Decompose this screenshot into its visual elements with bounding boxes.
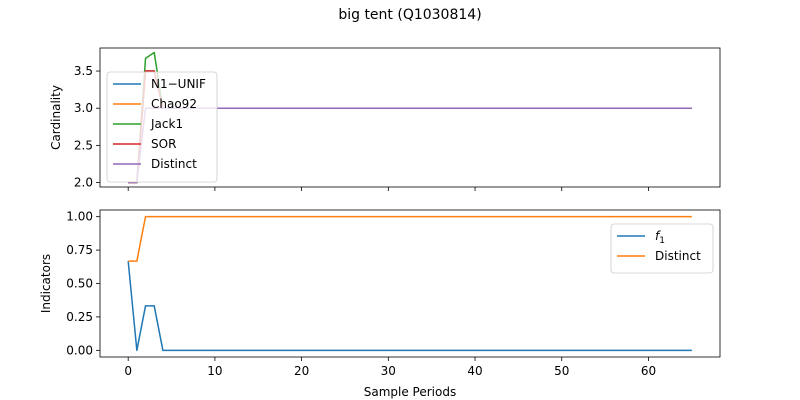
legend-label-1-1: Distinct <box>655 249 701 263</box>
y-tick-label-1-0: 0.00 <box>66 343 93 357</box>
series-line-1-1 <box>128 215 692 262</box>
y-tick-label-1-1: 0.25 <box>66 310 93 324</box>
x-tick-label-1-1: 10 <box>207 364 222 378</box>
x-tick-label-1-3: 30 <box>381 364 396 378</box>
legend-label-0-1: Chao92 <box>151 97 197 111</box>
y-tick-label-1-4: 1.00 <box>66 210 93 224</box>
legend-label-0-4: Distinct <box>151 157 197 171</box>
y-tick-label-0-2: 3.0 <box>74 101 93 115</box>
legend-label-0-3: SOR <box>151 137 176 151</box>
indicators-panel: 0 10 20 30 40 50 60 0.00 0.25 0.50 0.75 1.00 Indicat… <box>39 209 721 399</box>
y-axis-label-1: Indicators <box>39 254 53 313</box>
x-tick-label-1-4: 40 <box>467 364 482 378</box>
y-axis-label-0: Cardinality <box>49 85 63 150</box>
series-line-1-0 <box>127 261 692 352</box>
y-tick-label-0-1: 2.5 <box>74 138 93 152</box>
x-tick-label-1-6: 60 <box>641 364 656 378</box>
x-axis-label-1: Sample Periods <box>364 385 456 399</box>
axes-frame-0 <box>99 47 721 188</box>
x-tick-label-1-2: 20 <box>294 364 309 378</box>
figure-title: big tent (Q1030814) <box>338 7 481 23</box>
x-tick-label-1-5: 50 <box>554 364 569 378</box>
x-tick-label-1-0: 0 <box>124 364 132 378</box>
y-tick-label-1-3: 0.75 <box>66 243 93 257</box>
y-tick-label-0-3: 3.5 <box>74 64 93 78</box>
cardinality-panel: 2.0 2.5 3.0 3.5 Cardinality N1−UNIF Chao92 Jack… <box>49 47 721 191</box>
y-tick-label-1-2: 0.50 <box>66 277 93 291</box>
y-tick-label-0-0: 2.0 <box>74 176 93 190</box>
legend-box-0 <box>106 71 218 183</box>
legend-label-0-0: N1−UNIF <box>151 77 206 91</box>
legend-label-1-0: f1 <box>655 229 665 246</box>
legend-label-0-2: Jack1 <box>150 117 183 131</box>
